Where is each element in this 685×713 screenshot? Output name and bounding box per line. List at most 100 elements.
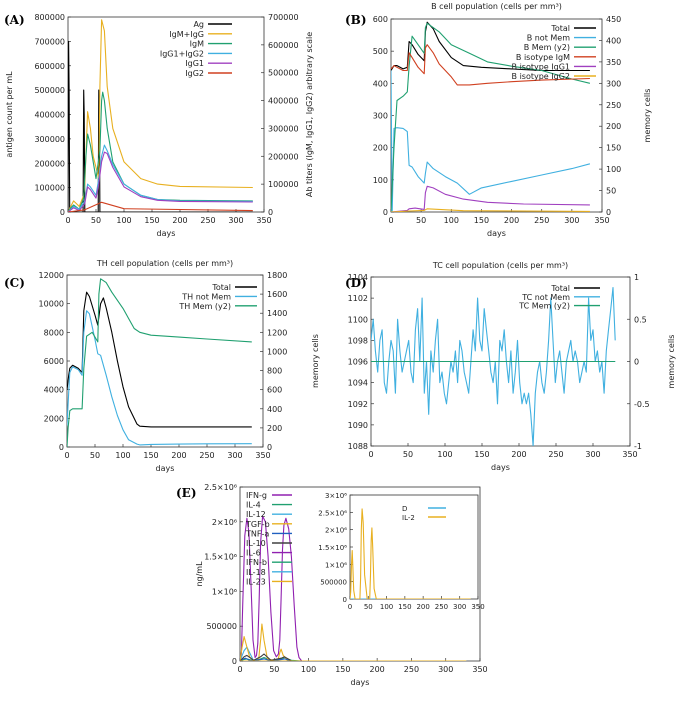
y-tick-label: 400 xyxy=(373,79,388,88)
y-tick-label: 0 xyxy=(232,657,237,666)
legend-label: IgM+IgG xyxy=(169,30,204,39)
series-group xyxy=(391,21,591,212)
x-tick-label: 100 xyxy=(444,216,459,225)
x-tick-label: 250 xyxy=(548,450,563,459)
x-tick-label: 350 xyxy=(255,451,270,460)
y2-tick-label: 0 xyxy=(606,208,611,217)
y-tick-label: 1.5×10⁶ xyxy=(318,544,347,552)
x-tick-label: 150 xyxy=(144,216,159,225)
legend-label: IL-6 xyxy=(246,549,261,558)
y-tick-label: 0 xyxy=(343,596,347,604)
x-tick-label: 300 xyxy=(228,216,243,225)
y2-tick-label: 500000 xyxy=(268,69,299,78)
series-line-b-not-mem xyxy=(391,70,591,212)
panel-label-b: (B) xyxy=(345,13,367,27)
y-tick-label: 400000 xyxy=(34,111,65,120)
y2-tick-label: 1000 xyxy=(267,347,287,356)
y-tick-label: 1100 xyxy=(348,315,368,324)
x-tick-label: 50 xyxy=(403,450,413,459)
y-tick-label: 200000 xyxy=(34,159,65,168)
x-axis-label: days xyxy=(491,463,510,472)
series-line-total xyxy=(67,291,252,428)
x-tick-label: 250 xyxy=(200,216,215,225)
y2-tick-label: 350 xyxy=(606,58,621,67)
y-tick-label: 0 xyxy=(60,208,65,217)
series-line-il-10 xyxy=(240,653,467,661)
series-line-igg2 xyxy=(68,201,253,212)
x-tick-label: 300 xyxy=(564,216,579,225)
y-tick-label: 1094 xyxy=(348,379,368,388)
x-tick-label: 300 xyxy=(453,603,466,611)
x-tick-label: 50 xyxy=(269,665,279,674)
x-tick-label: 350 xyxy=(594,216,609,225)
x-tick-label: 250 xyxy=(404,665,419,674)
y2-tick-label: 100 xyxy=(606,165,621,174)
y2-tick-label: 300 xyxy=(606,79,621,88)
x-tick-label: 150 xyxy=(335,665,350,674)
y-tick-label: 100 xyxy=(373,176,388,185)
y-tick-label: 500000 xyxy=(320,579,347,587)
series-line-igm-igg xyxy=(68,19,253,212)
series-line-th-mem-y2- xyxy=(67,278,252,447)
y-tick-label: 100000 xyxy=(34,184,65,193)
x-tick-label: 200 xyxy=(511,450,526,459)
y-tick-label: 2×10⁶ xyxy=(212,518,237,527)
y-tick-label: 1×10⁶ xyxy=(325,561,347,569)
legend-label: IgG1+IgG2 xyxy=(160,49,204,58)
y2-tick-label: 1200 xyxy=(267,328,287,337)
y-tick-label: 1.5×10⁶ xyxy=(204,553,237,562)
x-tick-label: 200 xyxy=(416,603,429,611)
y-tick-label: 2×10⁶ xyxy=(325,527,347,535)
legend-label: Total xyxy=(550,284,570,293)
y2-tick-label: 600000 xyxy=(268,41,299,50)
legend-label: IgG2 xyxy=(185,69,204,78)
y2-tick-label: 250 xyxy=(606,101,621,110)
y2-tick-label: 400 xyxy=(606,36,621,45)
y-tick-label: 600000 xyxy=(34,62,65,71)
panel-label-e: (E) xyxy=(176,486,197,500)
x-tick-label: 50 xyxy=(364,603,373,611)
y2-tick-label: 1800 xyxy=(267,271,287,280)
x-tick-label: 0 xyxy=(348,603,352,611)
chart-c: 0 50 100 150 200 250 300 3500200040006000800010… xyxy=(39,259,320,473)
y-tick-label: 300 xyxy=(373,112,388,121)
y2-tick-label: 0 xyxy=(634,358,639,367)
series-line-b-isotype-igg2 xyxy=(391,208,590,212)
y2-tick-label: 700000 xyxy=(268,13,299,22)
y-tick-label: 1090 xyxy=(348,421,368,430)
x-tick-label: 0 xyxy=(65,216,70,225)
y-tick-label: 4000 xyxy=(44,386,64,395)
y-tick-label: 2000 xyxy=(44,414,64,423)
y2-tick-label: 0 xyxy=(267,443,272,452)
legend-label: TC not Mem xyxy=(521,293,570,302)
y-tick-label: 500 xyxy=(373,47,388,56)
x-tick-label: 350 xyxy=(472,665,487,674)
panel-label-d: (D) xyxy=(345,276,367,290)
y2-tick-label: 1400 xyxy=(267,309,287,318)
y-axis-label: antigen count per mL xyxy=(5,71,14,158)
x-tick-label: 300 xyxy=(585,450,600,459)
legend-label: IL-23 xyxy=(246,577,266,586)
y-tick-label: 600 xyxy=(373,15,388,24)
series-line-th-not-mem xyxy=(67,310,252,446)
y-tick-label: 10000 xyxy=(39,300,64,309)
y-tick-label: 500000 xyxy=(206,622,237,631)
y2-tick-label: 150 xyxy=(606,144,621,153)
x-tick-label: 0 xyxy=(388,216,393,225)
chart-b: 0 50 100 150 200 250 300 3500100200300400500600… xyxy=(373,2,652,238)
y-tick-label: 1×10⁶ xyxy=(212,587,237,596)
x-axis-label: days xyxy=(351,678,370,687)
chart-a: 0 50 100 150 200 250 300 3500100000200000300000… xyxy=(5,13,314,238)
legend-label: IgG1 xyxy=(185,59,204,68)
x-tick-label: 50 xyxy=(416,216,426,225)
y2-tick-label: 1600 xyxy=(267,290,287,299)
inset-background xyxy=(350,495,478,599)
x-tick-label: 100 xyxy=(301,665,316,674)
x-tick-label: 100 xyxy=(380,603,393,611)
y-tick-label: 6000 xyxy=(44,357,64,366)
legend-label: Total xyxy=(550,24,570,33)
y2-axis-label: memory cells xyxy=(643,89,652,143)
x-tick-label: 350 xyxy=(622,450,637,459)
